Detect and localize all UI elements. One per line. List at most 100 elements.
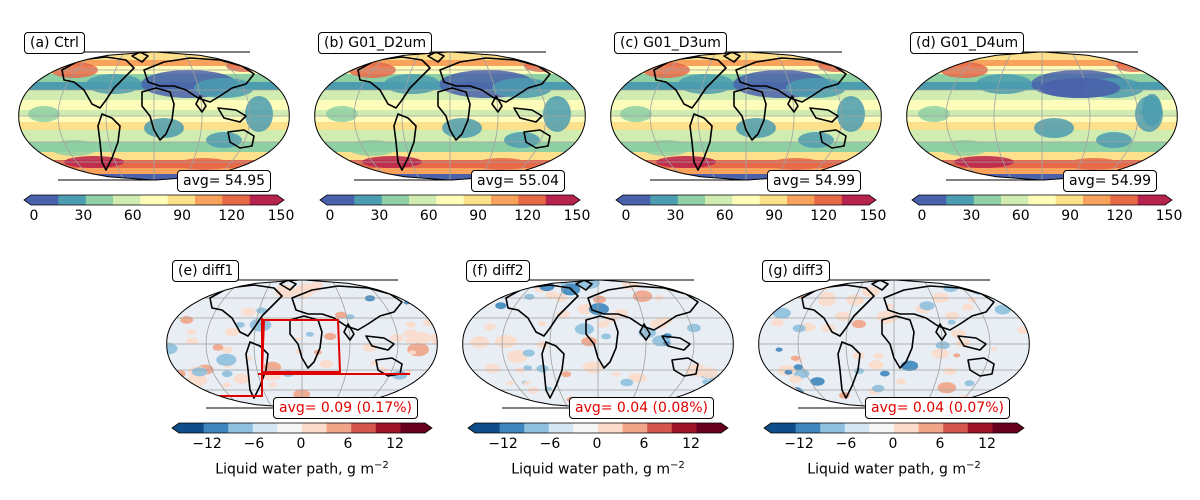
diff-patch bbox=[405, 369, 413, 374]
avg-value: avg= 55.04 bbox=[471, 170, 566, 192]
diff-patch bbox=[256, 307, 267, 314]
lwp-patch bbox=[178, 158, 230, 170]
diff-patch bbox=[931, 348, 949, 359]
coastline bbox=[587, 285, 699, 331]
diff-patch bbox=[405, 321, 416, 328]
map-panel-diff1: (e) diff1 avg= 0.09 (0.17%) bbox=[162, 258, 442, 428]
diff-patch bbox=[536, 364, 549, 373]
lwp-map-g01-d2um bbox=[314, 51, 586, 181]
colorbar-segment bbox=[548, 423, 574, 433]
diff-patch bbox=[482, 399, 497, 408]
coastline bbox=[653, 56, 727, 109]
region-box bbox=[202, 318, 263, 397]
colorbar-segment bbox=[795, 423, 821, 433]
diff-patch bbox=[792, 324, 806, 333]
colorbar-extend-high bbox=[721, 423, 728, 433]
colorbar-segment bbox=[705, 195, 733, 205]
diff-patch bbox=[241, 307, 256, 317]
coastline bbox=[967, 357, 995, 377]
colorbar-segment bbox=[650, 195, 679, 205]
colorbar-label: Liquid water path, g m−2 bbox=[215, 460, 388, 478]
coastline bbox=[245, 341, 269, 399]
map-outline bbox=[314, 51, 586, 181]
coastline bbox=[523, 129, 551, 149]
colorbar-tick-label: 0 bbox=[917, 208, 927, 224]
map-outline bbox=[462, 279, 734, 409]
colorbar-extend-low bbox=[468, 423, 475, 433]
diff-patch bbox=[423, 391, 438, 403]
lwp-map-ctrl bbox=[18, 51, 290, 181]
colorbar-tick-label: 30 bbox=[370, 208, 389, 224]
diff-patch bbox=[872, 384, 885, 393]
colorbar-segment bbox=[844, 423, 870, 433]
lwp-patch bbox=[918, 106, 950, 122]
diff-patch bbox=[186, 329, 197, 336]
lwp-diff-map-diff1 bbox=[166, 279, 438, 409]
diff-patch bbox=[612, 372, 621, 378]
map-outline bbox=[758, 279, 1030, 409]
coastline bbox=[143, 57, 255, 103]
map-outline bbox=[166, 279, 438, 409]
diff-patch bbox=[186, 337, 199, 346]
colorbar-segment bbox=[252, 423, 278, 433]
colorbar-segment bbox=[671, 423, 697, 433]
lwp-patch bbox=[245, 96, 273, 132]
diff-patch bbox=[758, 302, 764, 309]
colorbar-tick-label: 12 bbox=[978, 436, 996, 452]
colorbar-segment bbox=[113, 195, 141, 205]
colorbar-segment bbox=[919, 195, 947, 205]
colorbar-segment bbox=[381, 195, 410, 205]
diff-patch bbox=[1027, 400, 1030, 405]
lwp-patch bbox=[1142, 94, 1162, 126]
diff-patch bbox=[495, 302, 507, 310]
lwp-patch bbox=[1096, 132, 1132, 148]
avg-value: avg= 0.09 (0.17%) bbox=[273, 397, 418, 419]
diff-patch bbox=[776, 384, 798, 398]
panel-label: (f) diff2 bbox=[466, 260, 530, 282]
diff-patch bbox=[953, 353, 961, 358]
colorbar-tick-label: 150 bbox=[859, 208, 887, 224]
diff-patch bbox=[943, 367, 957, 375]
colorbar-extend-high bbox=[869, 195, 876, 205]
coastline bbox=[289, 315, 323, 369]
coastline bbox=[437, 87, 471, 141]
map-panel-diff2: (f) diff2 avg= 0.04 (0.08%) bbox=[458, 258, 738, 428]
colorbar-segment bbox=[475, 423, 501, 433]
colorbar-tick-label: 90 bbox=[469, 208, 488, 224]
diff-patch bbox=[221, 346, 233, 354]
colorbar-segment bbox=[1110, 195, 1139, 205]
avg-value: avg= 54.99 bbox=[767, 170, 862, 192]
colorbar-extend-high bbox=[425, 423, 432, 433]
colorbar-tick-label: −12 bbox=[784, 436, 814, 452]
colorbar-extend-low bbox=[912, 195, 919, 205]
coastline bbox=[227, 129, 255, 149]
lwp-patch bbox=[492, 78, 552, 98]
colorbar-tick-label: 6 bbox=[343, 436, 353, 452]
graticule-line bbox=[213, 52, 251, 180]
avg-value: avg= 54.95 bbox=[177, 170, 272, 192]
diff-patch bbox=[468, 379, 478, 385]
map-panel-diff3: (g) diff3 avg= 0.04 (0.07%) bbox=[754, 258, 1034, 428]
diff-patch bbox=[180, 287, 190, 294]
graticule-line bbox=[183, 52, 203, 180]
colorbar-frame bbox=[467, 422, 729, 434]
diff-patch bbox=[852, 351, 865, 360]
coastline bbox=[393, 113, 417, 171]
diff-patch bbox=[181, 284, 194, 292]
colorbar-segment bbox=[249, 195, 278, 205]
diff-patch bbox=[484, 363, 501, 374]
diff-patch bbox=[717, 391, 728, 398]
colorbar-extend-high bbox=[1017, 423, 1024, 433]
colorbar-extend-high bbox=[1165, 195, 1172, 205]
diff-patch bbox=[588, 303, 609, 316]
coastline bbox=[141, 87, 175, 141]
diff-patch bbox=[775, 347, 783, 352]
colorbar-tick-label: 30 bbox=[74, 208, 93, 224]
colorbar-segment bbox=[351, 423, 377, 433]
colorbar-segment bbox=[326, 423, 352, 433]
colorbar-segment bbox=[140, 195, 169, 205]
colorbar-frame bbox=[23, 194, 285, 206]
map-outline bbox=[18, 51, 290, 181]
colorbar-segment bbox=[573, 423, 599, 433]
graticule-line bbox=[627, 280, 647, 408]
